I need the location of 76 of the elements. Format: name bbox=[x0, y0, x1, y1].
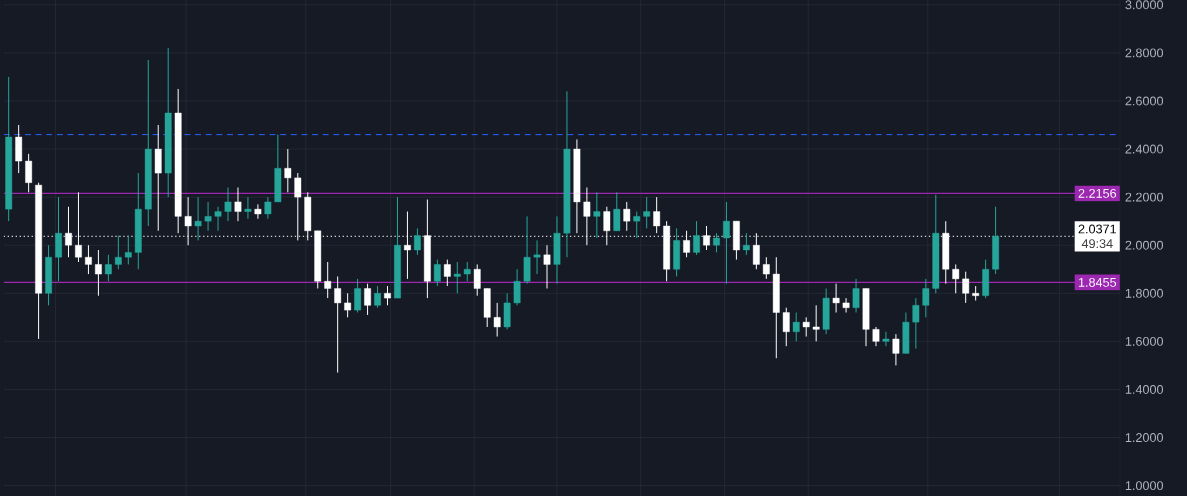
candlestick bbox=[952, 263, 960, 294]
y-tick-label: 2.2000 bbox=[1125, 192, 1164, 202]
candlestick bbox=[802, 316, 810, 337]
candlestick bbox=[792, 311, 800, 342]
y-tick-label: 1.8000 bbox=[1125, 288, 1164, 298]
y-tick-label: 1.2000 bbox=[1125, 432, 1164, 442]
candlestick bbox=[284, 148, 292, 193]
candlestick bbox=[334, 275, 342, 373]
candlestick bbox=[364, 282, 371, 316]
candlestick bbox=[194, 196, 202, 241]
candlestick bbox=[433, 258, 441, 287]
candlestick bbox=[443, 258, 451, 287]
y-tick-label: 2.4000 bbox=[1125, 144, 1164, 154]
ref-line-label: 2.2156 bbox=[1078, 188, 1117, 198]
candlestick bbox=[204, 201, 212, 232]
candlestick bbox=[214, 206, 222, 232]
y-tick-label: 2.8000 bbox=[1125, 48, 1164, 58]
candlestick bbox=[95, 249, 102, 296]
candlestick bbox=[742, 232, 750, 256]
candlestick bbox=[533, 239, 541, 275]
candlestick bbox=[703, 225, 710, 251]
candlestick bbox=[404, 210, 411, 280]
candlestick bbox=[124, 234, 132, 265]
candlestick bbox=[264, 196, 272, 220]
candlestick bbox=[723, 201, 730, 284]
candlestick bbox=[643, 196, 651, 229]
candlestick bbox=[832, 282, 840, 313]
candlestick bbox=[922, 278, 930, 318]
candlestick bbox=[872, 326, 880, 347]
candlestick bbox=[25, 153, 33, 193]
ref-line-label: 2.0371 bbox=[1078, 224, 1116, 234]
candlestick bbox=[493, 302, 501, 337]
candlestick bbox=[713, 232, 720, 253]
candlestick bbox=[473, 263, 481, 296]
candlestick bbox=[75, 191, 82, 263]
candlestick bbox=[254, 203, 262, 220]
candlestick bbox=[593, 191, 601, 239]
candlestick bbox=[374, 285, 381, 308]
candlestick bbox=[912, 297, 920, 349]
candlestick bbox=[344, 292, 352, 318]
candlestick bbox=[384, 285, 391, 306]
candlestick bbox=[234, 186, 242, 222]
candlestick bbox=[104, 254, 112, 282]
candlestick bbox=[224, 186, 232, 222]
candlestick bbox=[324, 261, 332, 299]
candlestick bbox=[453, 261, 461, 294]
candlestick bbox=[513, 268, 521, 306]
candlestick bbox=[463, 261, 471, 282]
y-tick-label: 1.4000 bbox=[1125, 384, 1164, 394]
candlestick bbox=[543, 244, 551, 289]
y-tick-label: 2.6000 bbox=[1125, 96, 1164, 106]
candlestick bbox=[354, 278, 361, 313]
candlestick bbox=[85, 244, 92, 275]
y-tick-label: 2.0000 bbox=[1125, 240, 1164, 250]
candlestick bbox=[414, 227, 421, 256]
candlestick bbox=[892, 333, 900, 366]
candlestick bbox=[812, 304, 820, 342]
candlestick bbox=[962, 270, 970, 304]
candlestick bbox=[653, 196, 661, 234]
candlestick bbox=[244, 196, 252, 220]
candlestick bbox=[782, 307, 790, 347]
candlestick bbox=[762, 256, 770, 280]
annotation: 49:34 bbox=[1081, 238, 1113, 248]
candlestick bbox=[693, 220, 700, 256]
candlestick bbox=[613, 191, 621, 232]
candlestick bbox=[852, 278, 860, 313]
candlestick bbox=[294, 172, 302, 241]
ref-line-label: 1.8455 bbox=[1078, 277, 1117, 287]
candlestick bbox=[633, 210, 641, 239]
y-tick-label: 1.0000 bbox=[1125, 480, 1164, 490]
candlestick bbox=[114, 234, 122, 270]
y-tick-label: 3.0000 bbox=[1125, 0, 1164, 10]
candlestick bbox=[842, 297, 850, 313]
candlestick bbox=[882, 331, 890, 347]
candlestick bbox=[623, 201, 631, 232]
y-tick-label: 1.6000 bbox=[1125, 336, 1164, 346]
